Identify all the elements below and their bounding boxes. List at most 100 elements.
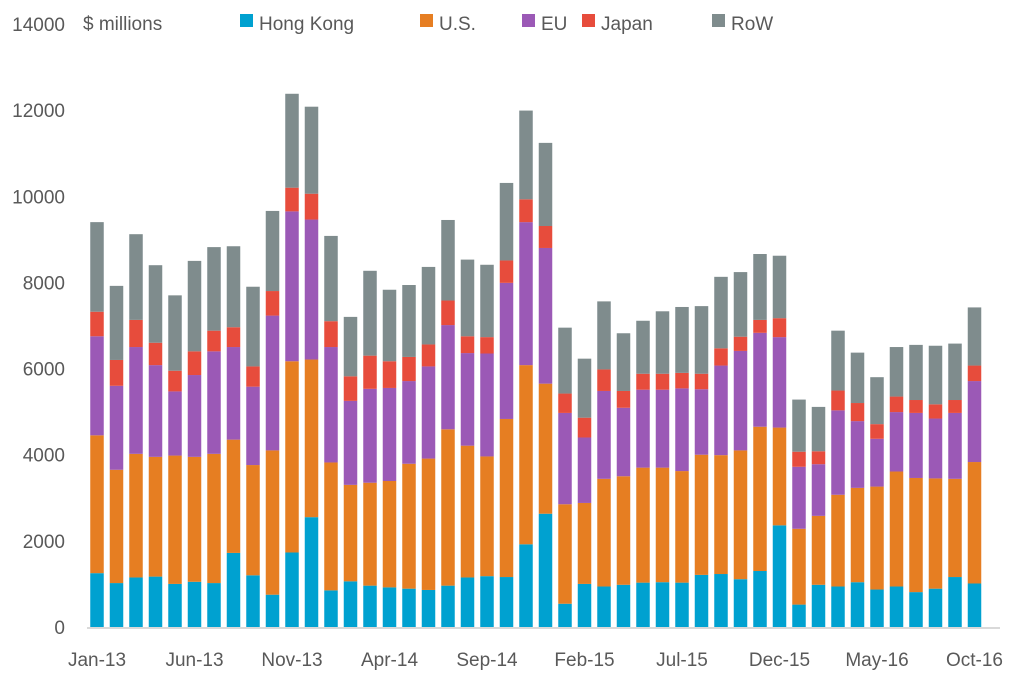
y-tick-label: 6000 [23, 360, 65, 381]
y-tick-label: 14000 [12, 15, 65, 36]
bar-Aug-14 [460, 259, 475, 627]
bar-segment-u-s- [538, 383, 553, 514]
bar-segment-u-s- [655, 467, 670, 583]
legend-swatch-u-s- [420, 14, 433, 27]
bar-segment-japan [636, 373, 650, 390]
bar-segment-u-s- [324, 462, 338, 591]
bar-segment-row [889, 347, 904, 397]
bar-segment-hong-kong [967, 583, 982, 627]
x-tick-label: Jan-13 [68, 650, 126, 671]
bar-Apr-14 [382, 289, 397, 627]
bar-segment-eu [421, 366, 436, 459]
bar-segment-eu [831, 410, 845, 495]
bar-segment-japan [558, 393, 572, 413]
bar-segment-row [168, 295, 182, 371]
bar-segment-row [343, 316, 358, 377]
bar-segment-eu [187, 375, 202, 457]
bar-segment-japan [948, 400, 962, 413]
bar-segment-eu [928, 418, 943, 479]
bar-segment-japan [324, 321, 338, 348]
bar-segment-japan [616, 390, 631, 408]
bar-segment-row [519, 110, 533, 200]
bar-segment-row [928, 345, 943, 405]
bar-segment-row [870, 377, 884, 425]
bar-segment-hong-kong [714, 574, 728, 627]
bar-segment-japan [382, 361, 397, 388]
bar-segment-hong-kong [850, 582, 865, 627]
bar-segment-row [265, 210, 280, 292]
legend-label: Japan [601, 14, 653, 35]
bar-segment-u-s- [343, 484, 358, 582]
bar-segment-japan [168, 370, 182, 392]
bar-segment-row [90, 222, 104, 312]
bar-segment-u-s- [577, 502, 592, 584]
legend-swatch-row [712, 14, 725, 27]
bar-segment-hong-kong [558, 603, 572, 627]
bar-Oct-13 [265, 210, 280, 627]
bar-segment-eu [480, 353, 494, 457]
bar-segment-eu [460, 353, 475, 446]
bar-segment-japan [772, 318, 787, 338]
bar-Jul-13 [207, 247, 221, 627]
bar-segment-japan [499, 260, 514, 283]
bar-segment-row [636, 320, 650, 374]
bar-segment-eu [655, 389, 670, 468]
bar-segment-hong-kong [636, 582, 650, 627]
bar-segment-row [324, 235, 338, 322]
bar-segment-eu [753, 332, 767, 427]
bar-segment-row [772, 255, 787, 319]
legend-label: Hong Kong [259, 14, 354, 35]
bar-segment-u-s- [967, 462, 982, 584]
bar-segment-row [382, 289, 397, 362]
y-tick-label: 4000 [23, 446, 65, 467]
bar-segment-hong-kong [168, 583, 182, 627]
bar-Jan-16 [792, 399, 806, 627]
bar-segment-eu [870, 438, 884, 487]
bar-segment-hong-kong [675, 582, 689, 627]
bar-segment-japan [792, 451, 806, 467]
bar-segment-japan [538, 226, 553, 248]
bar-segment-u-s- [480, 456, 494, 577]
bar-segment-eu [909, 412, 923, 478]
bar-Sep-16 [948, 343, 962, 627]
bar-May-16 [870, 377, 884, 627]
bar-segment-hong-kong [187, 581, 202, 627]
legend-swatch-eu [522, 14, 535, 27]
bar-segment-u-s- [889, 471, 904, 587]
bar-segment-u-s- [831, 494, 845, 587]
bar-segment-u-s- [675, 471, 689, 583]
bar-segment-hong-kong [90, 573, 104, 627]
x-tick-label: Feb-15 [554, 650, 614, 671]
bar-Sep-15 [714, 276, 728, 627]
bar-segment-hong-kong [909, 592, 923, 627]
bar-Jan-13 [90, 222, 104, 627]
bar-Nov-15 [753, 254, 767, 627]
bar-segment-japan [421, 344, 436, 367]
bar-segment-u-s- [694, 454, 709, 575]
bar-segment-eu [499, 282, 514, 419]
bar-Aug-15 [694, 306, 709, 627]
bar-segment-japan [519, 199, 533, 223]
bar-Jun-16 [889, 347, 904, 627]
y-axis: 0 2000 4000 6000 8000 10000 12000 14000 [12, 15, 65, 639]
bar-segment-japan [655, 373, 670, 390]
y-tick-label: 10000 [12, 187, 65, 208]
bar-segment-row [714, 276, 728, 349]
bar-segment-row [967, 307, 982, 366]
bar-segment-japan [714, 348, 728, 366]
bar-Mar-14 [363, 270, 377, 627]
bar-Nov-13 [285, 93, 299, 627]
bar-segment-eu [246, 386, 260, 466]
bar-segment-eu [382, 387, 397, 481]
bar-segment-hong-kong [928, 588, 943, 627]
bar-Jun-15 [655, 311, 670, 627]
bar-segment-u-s- [636, 467, 650, 583]
bar-segment-eu [265, 315, 280, 451]
bar-segment-hong-kong [948, 577, 962, 627]
bar-segment-u-s- [792, 528, 806, 605]
bar-segment-row [148, 265, 163, 343]
bar-Sep-14 [480, 264, 494, 627]
bar-May-14 [402, 285, 416, 627]
bar-segment-hong-kong [811, 584, 826, 627]
bar-segment-row [421, 266, 436, 345]
